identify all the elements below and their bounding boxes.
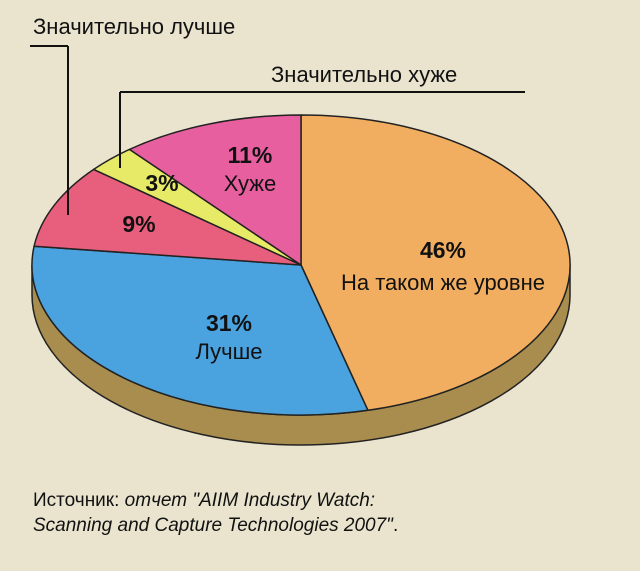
source-prefix: Источник:: [33, 490, 125, 511]
callout-significantly-better: Значительно лучше: [33, 14, 235, 39]
pie-slice-2: [33, 168, 302, 266]
slice-1-percent: 31%: [206, 310, 252, 336]
pie-slices: [31, 114, 571, 416]
slice-3-percent: 3%: [145, 170, 178, 196]
source-title-part-1: отчет "AIIM Industry Watch:: [124, 490, 376, 511]
slice-4-percent: 11%: [228, 142, 273, 168]
callout-significantly-worse: Значительно хуже: [271, 62, 457, 87]
source-line-1: Источник: отчет "AIIM Industry Watch:: [33, 488, 398, 513]
pie-slice-4: [128, 114, 302, 266]
slice-0-percent: 46%: [420, 237, 466, 263]
slice-1-label: Лучше: [195, 339, 262, 364]
slice-2-percent: 9%: [122, 211, 155, 237]
source-title-part-2: Scanning and Capture Technologies 2007": [33, 515, 393, 536]
source-note: Источник: отчет "AIIM Industry Watch: Sc…: [33, 488, 398, 538]
pie-slice-1: [31, 245, 369, 416]
slice-4-label: Хуже: [224, 171, 276, 196]
source-line-2: Scanning and Capture Technologies 2007".: [33, 513, 398, 538]
slice-0-label: На таком же уровне: [341, 270, 545, 295]
pie-slice-0: [300, 114, 571, 412]
source-end: .: [392, 515, 399, 536]
